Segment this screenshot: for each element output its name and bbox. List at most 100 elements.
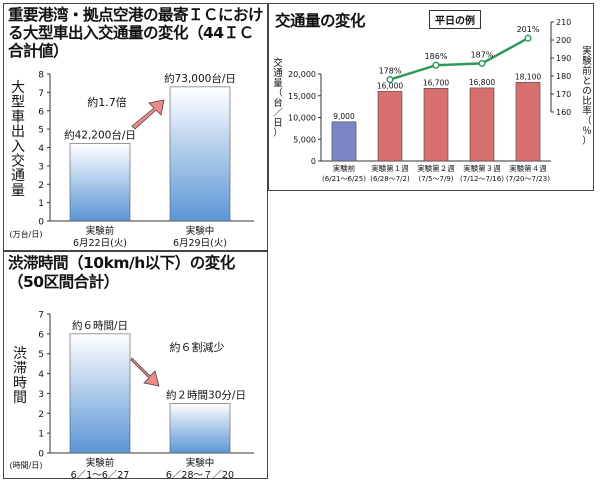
data-label: 16,000	[377, 81, 403, 90]
y-axis-label: 渋	[13, 346, 27, 362]
x-tick-label: 実験前	[86, 457, 115, 469]
ratio-label: 201%	[517, 25, 540, 34]
y2-axis-label: 験	[582, 55, 592, 67]
decrease-arrow	[130, 357, 160, 387]
ratio-point	[478, 59, 486, 67]
y2-tick-label: 170	[556, 90, 571, 99]
growth-arrow	[131, 99, 165, 130]
bar	[515, 81, 541, 162]
bar	[69, 333, 131, 454]
bar	[69, 143, 131, 222]
y-tick-label: 0	[38, 450, 44, 460]
data-label: 18,100	[515, 72, 541, 81]
data-label: 16,700	[423, 78, 449, 87]
y-axis-label: 台	[273, 97, 283, 109]
ratio-label: 187%	[471, 50, 494, 59]
chart-badge: 平日の例	[429, 10, 481, 29]
y2-axis-label: 率	[582, 105, 592, 117]
x-tick-label: 6／1〜6／27	[71, 470, 130, 480]
y-axis-label: 交	[273, 57, 283, 69]
y-axis-label: 通	[273, 68, 283, 79]
y-axis-label: 間	[13, 390, 27, 406]
x-tick-label: 実験前	[333, 163, 356, 173]
x-tick-label: 実験第１週	[371, 163, 409, 173]
ratio-label: 186%	[425, 52, 448, 61]
y-axis-label: 滞	[13, 361, 27, 377]
chart-panel-traffic-volume: 交通量の変化 平日の例 0 5,000 10,000 15,000 20,000 160 1…	[268, 3, 594, 191]
y2-tick-label: 210	[556, 18, 571, 27]
y2-axis-label: 比	[582, 95, 592, 107]
bar	[377, 91, 403, 162]
ratio-point	[386, 76, 394, 84]
data-label: 約73,000台/日	[164, 72, 236, 85]
chart-title: 重要港湾・拠点空港の最寄ＩＣにおける大型車出入交通量の変化（44ＩＣ合計値）	[8, 6, 264, 60]
x-tick-label: (6/28〜7/2)	[370, 175, 410, 183]
y2-axis-label: 実	[582, 45, 592, 57]
chart-panel-ic-traffic: 重要港湾・拠点空港の最寄ＩＣにおける大型車出入交通量の変化（44ＩＣ合計値） 0…	[3, 3, 268, 251]
y2-tick-label: 180	[556, 72, 571, 81]
y-tick-label: 15,000	[288, 92, 316, 101]
y-axis-label: 型	[11, 95, 25, 111]
data-label: 約２時間30分/日	[166, 388, 246, 401]
y-tick-label: 5	[38, 126, 44, 136]
bar	[423, 88, 449, 162]
annotation-label: 約1.7倍	[87, 95, 127, 109]
y-tick-label: 5,000	[293, 135, 316, 144]
x-tick-label: (7/20〜7/23)	[506, 175, 550, 183]
bar	[169, 86, 231, 222]
ratio-point	[432, 61, 440, 69]
y-tick-label: 2	[38, 181, 44, 191]
y-axis-label: 大	[11, 80, 25, 96]
y-tick-label: 4	[38, 144, 44, 154]
y-axis-label: ／	[273, 108, 283, 119]
bar	[169, 403, 231, 454]
data-label: 約42,200台/日	[64, 128, 136, 141]
x-tick-label: 実験前	[86, 225, 115, 237]
ratio-label: 178%	[379, 67, 402, 76]
y-axis-label: ）	[273, 127, 283, 139]
bar	[469, 87, 495, 162]
annotation-label: 約６割減少	[170, 340, 225, 354]
ratio-line	[389, 37, 529, 81]
y2-axis-label: （	[582, 115, 592, 127]
x-tick-label: 実験第３週	[463, 163, 501, 173]
y-unit-label: (万台/日)	[10, 229, 43, 239]
y2-tick-label: 190	[556, 54, 571, 63]
y-axis-label: 量	[11, 183, 25, 199]
x-tick-label: 6月29日(火)	[173, 238, 227, 249]
x-tick-label: 実験第４週	[509, 163, 547, 173]
y-tick-label: 4	[38, 370, 44, 380]
x-tick-label: 6月22日(火)	[73, 238, 127, 249]
x-tick-label: 6／28〜７／20	[166, 470, 234, 480]
y-tick-label: 7	[38, 89, 44, 99]
y2-axis-label: の	[582, 86, 592, 97]
y2-axis-label: と	[582, 76, 592, 87]
y-axis-label: 通	[11, 168, 25, 184]
y-tick-label: 0	[38, 218, 44, 228]
data-label: 約６時間/日	[72, 319, 128, 332]
y-tick-label: 1	[38, 430, 44, 440]
y-tick-label: 10,000	[288, 114, 316, 123]
x-tick-label: (7/5〜7/9)	[419, 175, 454, 183]
y-axis-label: （	[273, 87, 283, 99]
y-axis-label: 交	[11, 153, 25, 170]
y-tick-label: 1	[38, 199, 44, 209]
y-axis-label: 量	[273, 78, 283, 89]
data-label: 16,800	[469, 78, 495, 87]
y-axis-label: 入	[11, 139, 25, 155]
y-tick-label: 3	[38, 162, 44, 172]
bar	[331, 121, 357, 162]
y-axis-label: 日	[273, 118, 283, 129]
y2-axis-label: 前	[582, 65, 592, 77]
y-tick-label: 20,000	[288, 70, 316, 79]
y-tick-label: 3	[38, 390, 44, 400]
chart-svg: 0 1 2 3 4 5 6 7 8 大型車出入交通量 (万台/日) 約42,200台/日実験前6月22…	[10, 71, 254, 249]
y-axis-label: 車	[11, 108, 25, 125]
chart-svg: 0 5,000 10,000 15,000 20,000 160 170 180 190 200 2…	[273, 18, 592, 183]
x-tick-label: (7/12〜7/16)	[460, 175, 504, 183]
y-axis-label: 時	[13, 375, 27, 391]
chart-panel-congestion: 渋滞時間（10km/h以下）の変化（50区間合計） 0 1 2 3 4 5 6 7 渋滞時間 (時…	[3, 251, 268, 480]
y2-axis-label: ％	[582, 126, 592, 137]
y-tick-label: 8	[38, 71, 44, 81]
